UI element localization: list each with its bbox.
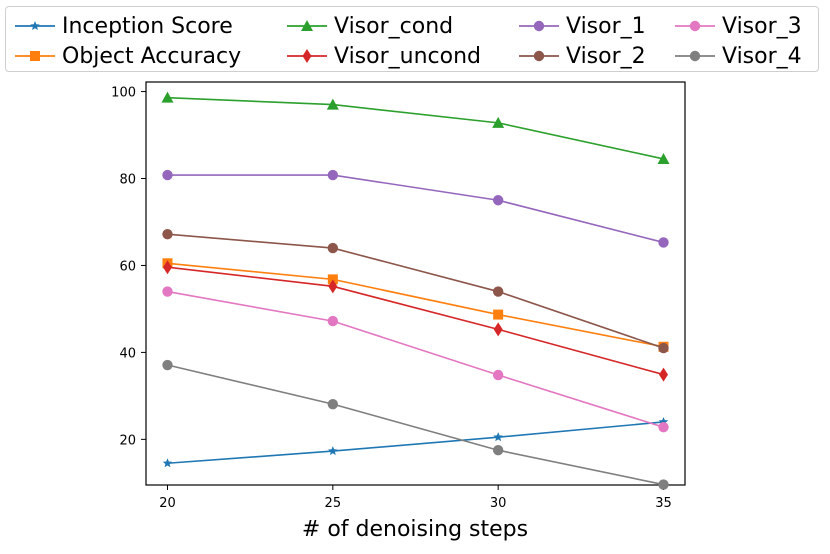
data-point-visor-cond xyxy=(326,98,339,110)
legend-item-visor-2: Visor_2 xyxy=(518,41,646,71)
data-point-visor-4 xyxy=(162,359,173,371)
series-inception-score xyxy=(162,416,669,468)
legend-item-object-accuracy: Object Accuracy xyxy=(14,41,241,71)
series-line-object-accuracy xyxy=(167,262,664,348)
legend-label: Object Accuracy xyxy=(62,43,242,69)
data-point-inception-score xyxy=(493,432,503,442)
series-line-visor-uncond xyxy=(167,266,664,376)
data-point-visor-1 xyxy=(327,169,339,181)
data-point-visor-uncond xyxy=(493,322,503,337)
legend-swatch-marker xyxy=(30,21,40,31)
data-point-visor-2 xyxy=(327,242,339,254)
data-point-visor-4 xyxy=(327,398,339,410)
legend-swatch-visor-2 xyxy=(519,50,559,62)
series-layer xyxy=(161,91,670,490)
x-tick-label: 20 xyxy=(159,496,176,511)
series-visor-uncond xyxy=(162,260,669,382)
data-point-visor-1 xyxy=(658,237,669,248)
x-tick-label: 25 xyxy=(325,496,342,511)
legend-swatch-inception-score xyxy=(15,21,55,31)
series-visor-cond xyxy=(161,91,670,164)
legend-swatch-visor-4 xyxy=(675,50,715,62)
series-line-visor-cond xyxy=(167,96,664,160)
legend-label: Inception Score xyxy=(62,13,233,39)
data-point-inception-score xyxy=(328,446,338,456)
series-line-inception-score xyxy=(167,421,664,465)
legend-swatch-marker xyxy=(302,49,312,63)
legend-swatch-marker xyxy=(689,50,701,62)
legend-label: Visor_1 xyxy=(566,13,646,39)
data-point-visor-4 xyxy=(658,479,669,490)
data-point-visor-cond xyxy=(161,91,174,103)
series-line-visor-2 xyxy=(167,233,664,349)
data-point-visor-1 xyxy=(492,195,504,206)
series-line-visor-1 xyxy=(167,174,664,244)
data-point-visor-uncond xyxy=(328,279,338,294)
data-point-visor-cond xyxy=(657,152,670,164)
legend-item-visor-uncond: Visor_uncond xyxy=(286,41,481,71)
legend-swatch-visor-1 xyxy=(519,20,559,32)
y-tick-label: 20 xyxy=(119,433,136,448)
data-point-visor-uncond xyxy=(162,260,172,275)
data-point-visor-3 xyxy=(658,421,669,433)
legend-swatch-marker xyxy=(301,20,313,31)
legend: Inception Score Object Accuracy Visor_co… xyxy=(5,6,819,72)
plot-area xyxy=(145,81,686,486)
legend-item-visor-cond: Visor_cond xyxy=(286,11,453,41)
data-point-visor-1 xyxy=(162,169,173,181)
series-line-visor-4 xyxy=(167,364,664,486)
data-point-object-accuracy xyxy=(493,309,504,320)
data-point-visor-cond xyxy=(492,116,505,128)
legend-swatch-visor-cond xyxy=(287,20,327,31)
series-visor-3 xyxy=(162,286,669,433)
data-point-visor-2 xyxy=(162,228,173,240)
y-tick-label: 40 xyxy=(119,346,136,361)
data-point-visor-3 xyxy=(492,369,504,381)
plot-frame xyxy=(145,81,686,486)
legend-item-visor-4: Visor_4 xyxy=(674,41,802,71)
x-axis-label: # of denoising steps xyxy=(302,517,528,542)
legend-item-visor-1: Visor_1 xyxy=(518,11,646,41)
data-point-visor-2 xyxy=(658,342,669,354)
y-tick-label: 60 xyxy=(119,259,136,274)
data-point-visor-uncond xyxy=(659,367,669,382)
legend-item-visor-3: Visor_3 xyxy=(674,11,802,41)
legend-swatch-object-accuracy xyxy=(15,51,55,61)
x-tick-label: 35 xyxy=(655,496,672,511)
legend-swatch-marker xyxy=(533,50,545,62)
legend-item-inception-score: Inception Score xyxy=(14,11,233,41)
legend-label: Visor_cond xyxy=(334,13,454,39)
legend-label: Visor_3 xyxy=(722,13,802,39)
series-visor-4 xyxy=(162,359,669,490)
legend-label: Visor_uncond xyxy=(334,43,481,69)
y-tick-label: 80 xyxy=(119,173,136,188)
legend-swatch-marker xyxy=(533,20,545,32)
data-point-visor-2 xyxy=(492,286,504,297)
x-tick-label: 30 xyxy=(490,496,507,511)
legend-label: Visor_4 xyxy=(722,43,802,69)
data-point-visor-4 xyxy=(492,445,504,456)
y-tick-label: 100 xyxy=(111,86,136,101)
data-point-inception-score xyxy=(162,458,173,468)
legend-label: Visor_2 xyxy=(566,43,646,69)
legend-swatch-visor-3 xyxy=(675,20,715,32)
data-point-visor-3 xyxy=(327,315,339,327)
legend-swatch-marker xyxy=(689,20,701,32)
legend-swatch-visor-uncond xyxy=(287,49,327,63)
legend-swatch-marker xyxy=(30,51,40,61)
data-point-inception-score xyxy=(658,416,669,427)
series-visor-1 xyxy=(162,169,669,248)
data-point-visor-3 xyxy=(162,286,173,297)
series-line-visor-3 xyxy=(167,290,664,428)
series-visor-2 xyxy=(162,228,669,354)
axis-ticks: 20 25 30 35 20 40 60 80 100 xyxy=(111,86,672,511)
